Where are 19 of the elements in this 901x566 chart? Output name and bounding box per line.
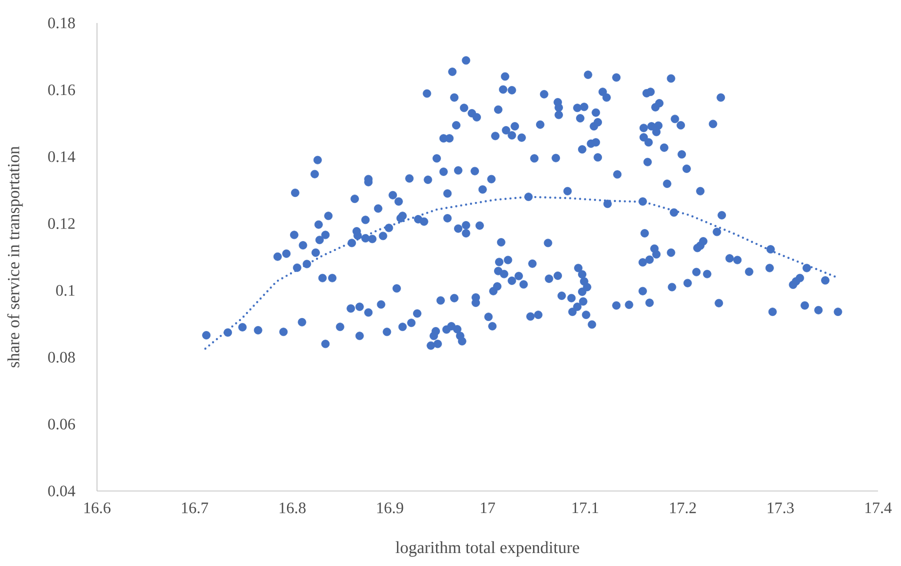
x-tick-label: 16.8 (280, 502, 306, 514)
x-tick-label: 17.3 (768, 502, 794, 514)
y-tick-label: 0.18 (48, 18, 75, 28)
y-tick-label: 0.04 (48, 486, 76, 496)
y-tick-label: 0.12 (48, 218, 75, 229)
x-tick-label: 17.2 (670, 502, 696, 514)
y-tick-label: 0.14 (48, 151, 76, 162)
x-axis-title: logarithm total expenditure (396, 541, 580, 557)
y-axis-title: share of service in transportation (7, 146, 23, 368)
y-tick-label: 0.08 (48, 352, 75, 363)
x-tick-label: 17.1 (572, 502, 598, 514)
x-tick-label: 16.7 (182, 502, 208, 514)
y-tick-label: 0.06 (48, 418, 76, 430)
x-tick-label: 17.4 (865, 502, 892, 514)
x-tick-label: 17 (480, 502, 496, 514)
x-tick-label: 16.6 (84, 502, 110, 514)
y-tick-label: 0.1 (56, 285, 75, 296)
y-tick-label: 0.16 (48, 84, 76, 96)
x-tick-label: 16.9 (377, 502, 404, 514)
